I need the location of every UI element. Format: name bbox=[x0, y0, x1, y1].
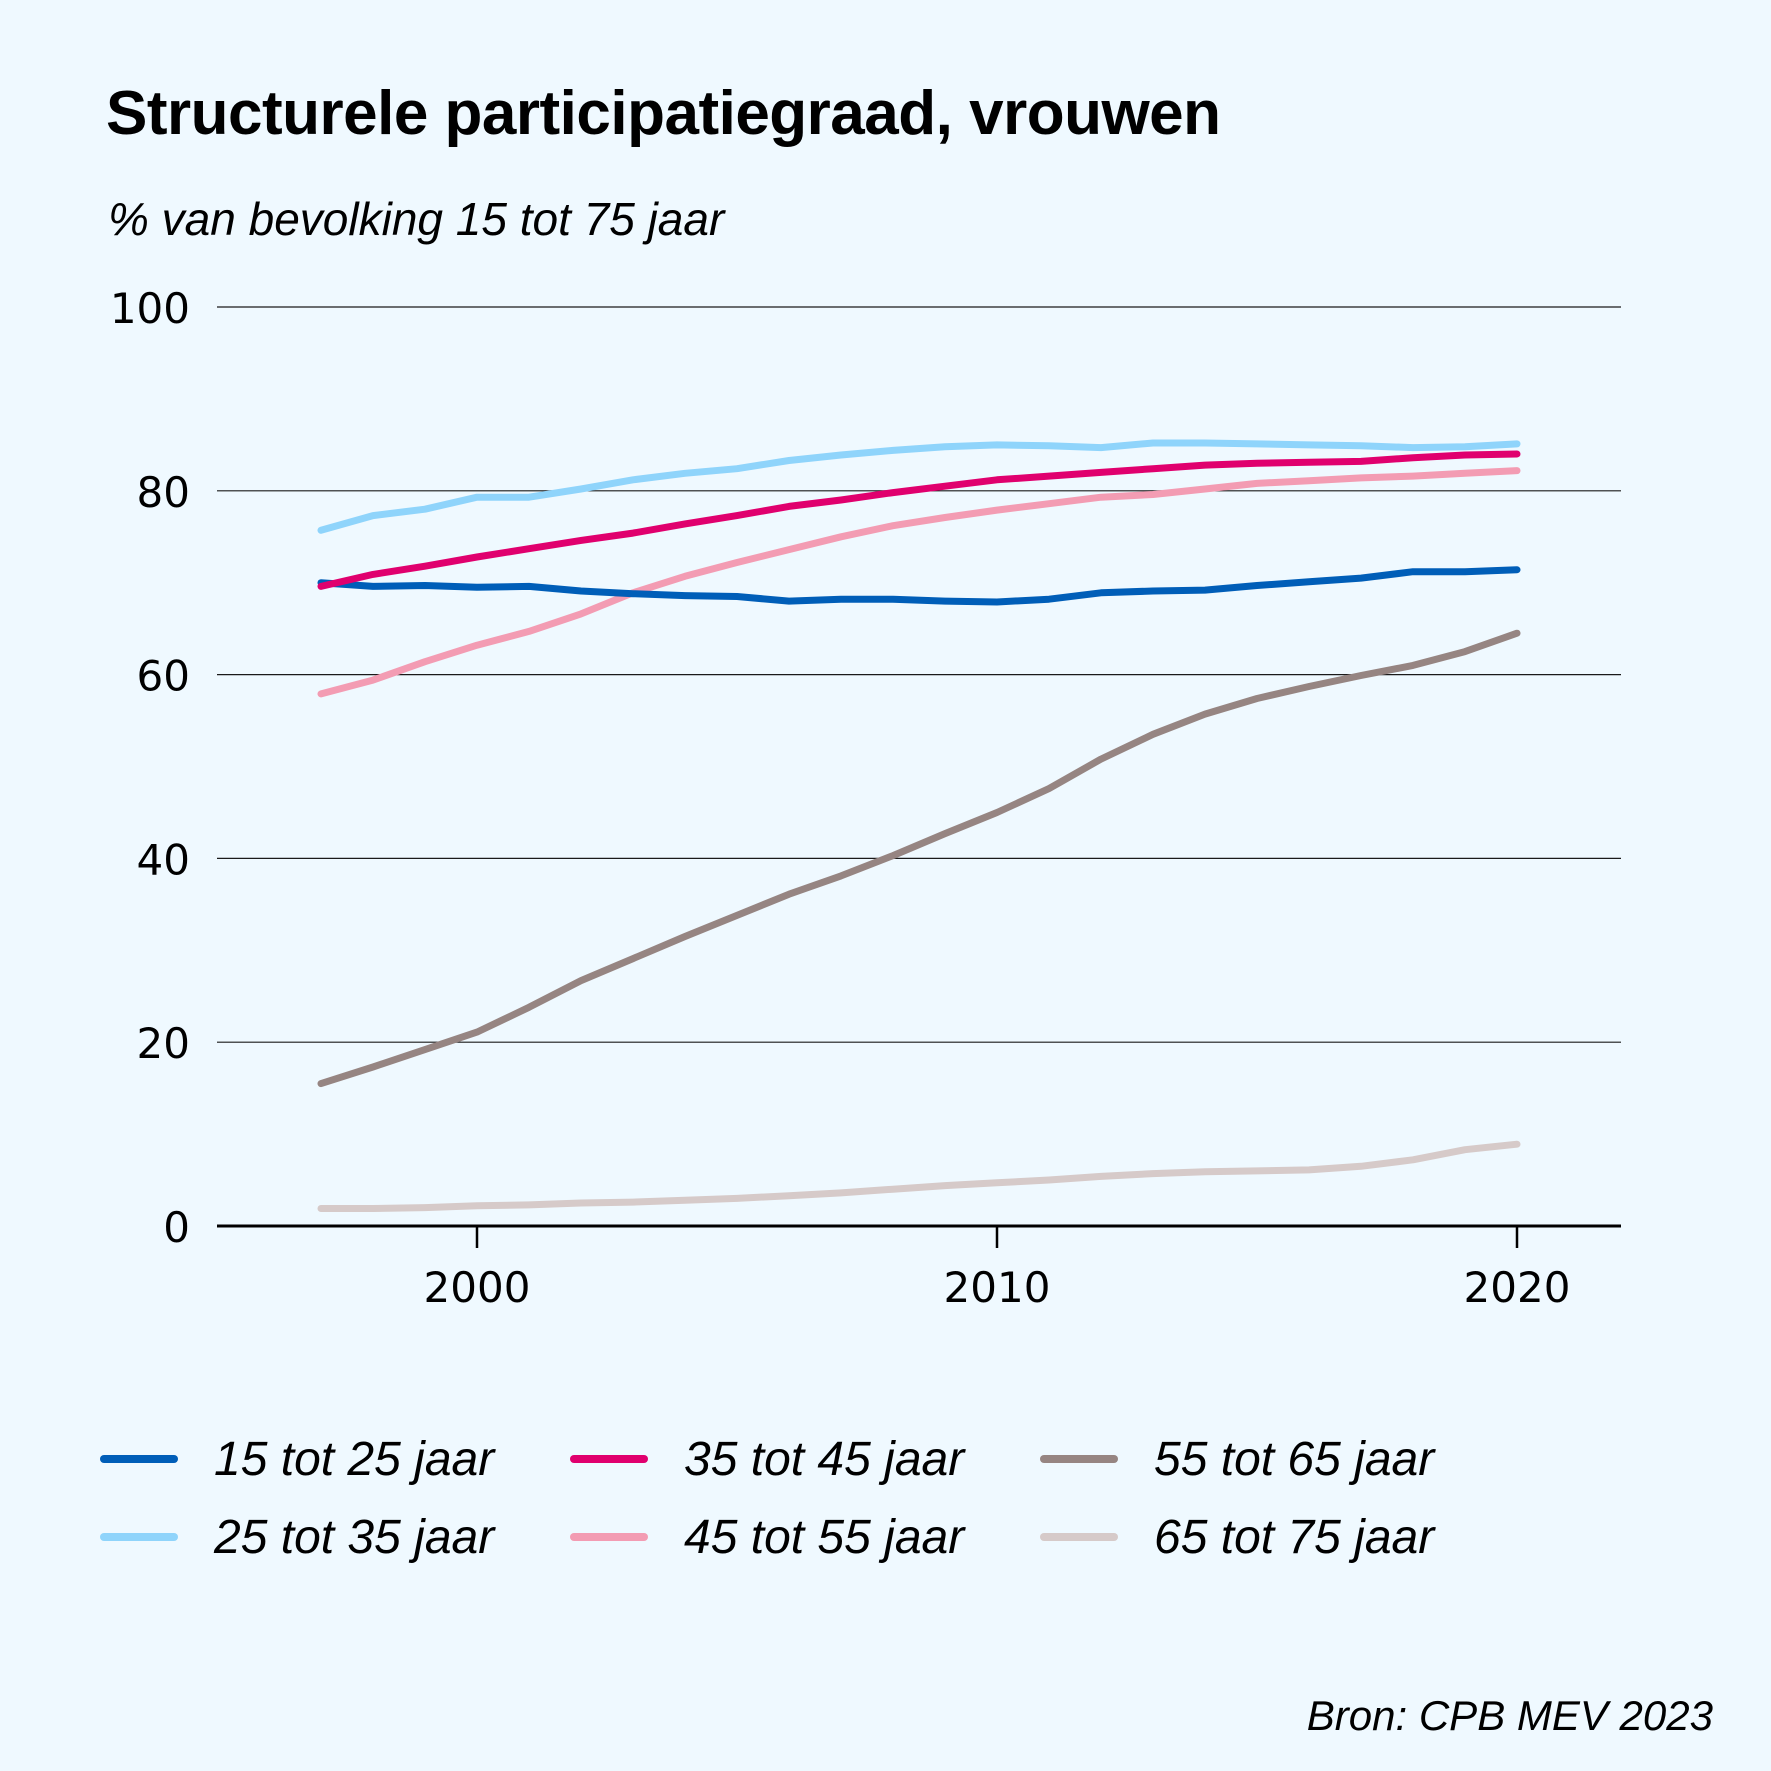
y-tick-label-0: 0 bbox=[163, 1203, 190, 1252]
x-tick-label-2000: 2000 bbox=[424, 1263, 531, 1312]
x-tick-label-2020: 2020 bbox=[1464, 1263, 1571, 1312]
legend-item: 25 tot 35 jaar bbox=[100, 1508, 570, 1566]
y-tick-label-100: 100 bbox=[110, 284, 190, 333]
legend: 15 tot 25 jaar 35 tot 45 jaar 55 tot 65 ja… bbox=[100, 1430, 1500, 1566]
legend-swatch bbox=[100, 1533, 178, 1541]
legend-swatch bbox=[1040, 1533, 1118, 1541]
chart-subtitle: % van bevolking 15 tot 75 jaar bbox=[108, 193, 725, 245]
y-axis-ticks: 0 20 40 60 80 100 bbox=[110, 284, 190, 1252]
series-line-65-tot-75-jaar bbox=[317, 1140, 1521, 1212]
legend-item: 35 tot 45 jaar bbox=[570, 1430, 1040, 1488]
series-lines bbox=[317, 439, 1521, 1212]
x-axis: 2000 2010 2020 bbox=[217, 1224, 1621, 1312]
legend-label: 25 tot 35 jaar bbox=[214, 1510, 495, 1564]
y-tick-label-60: 60 bbox=[137, 652, 190, 701]
gridlines bbox=[217, 306, 1621, 1043]
legend-swatch bbox=[570, 1533, 648, 1541]
legend-item: 45 tot 55 jaar bbox=[570, 1508, 1040, 1566]
legend-label: 45 tot 55 jaar bbox=[684, 1510, 965, 1564]
series-line-45-tot-55-jaar bbox=[317, 467, 1521, 698]
series-line-15-tot-25-jaar bbox=[317, 566, 1521, 606]
y-tick-label-40: 40 bbox=[137, 835, 190, 884]
series-line-35-tot-45-jaar bbox=[317, 450, 1521, 590]
legend-swatch bbox=[1040, 1455, 1118, 1463]
series-line-25-tot-35-jaar bbox=[317, 439, 1521, 534]
legend-label: 35 tot 45 jaar bbox=[684, 1432, 965, 1486]
y-tick-label-80: 80 bbox=[137, 468, 190, 517]
legend-item: 65 tot 75 jaar bbox=[1040, 1508, 1500, 1566]
legend-item: 55 tot 65 jaar bbox=[1040, 1430, 1500, 1488]
legend-swatch bbox=[100, 1455, 178, 1463]
x-tick-label-2010: 2010 bbox=[944, 1263, 1051, 1312]
y-tick-label-20: 20 bbox=[137, 1019, 190, 1068]
source-note: Bron: CPB MEV 2023 bbox=[1306, 1692, 1713, 1739]
legend-item: 15 tot 25 jaar bbox=[100, 1430, 570, 1488]
series-line-55-tot-65-jaar bbox=[317, 629, 1521, 1088]
legend-label: 55 tot 65 jaar bbox=[1154, 1432, 1435, 1486]
legend-label: 15 tot 25 jaar bbox=[214, 1432, 495, 1486]
chart-title: Structurele participatiegraad, vrouwen bbox=[106, 79, 1221, 148]
legend-label: 65 tot 75 jaar bbox=[1154, 1510, 1435, 1564]
legend-swatch bbox=[570, 1455, 648, 1463]
